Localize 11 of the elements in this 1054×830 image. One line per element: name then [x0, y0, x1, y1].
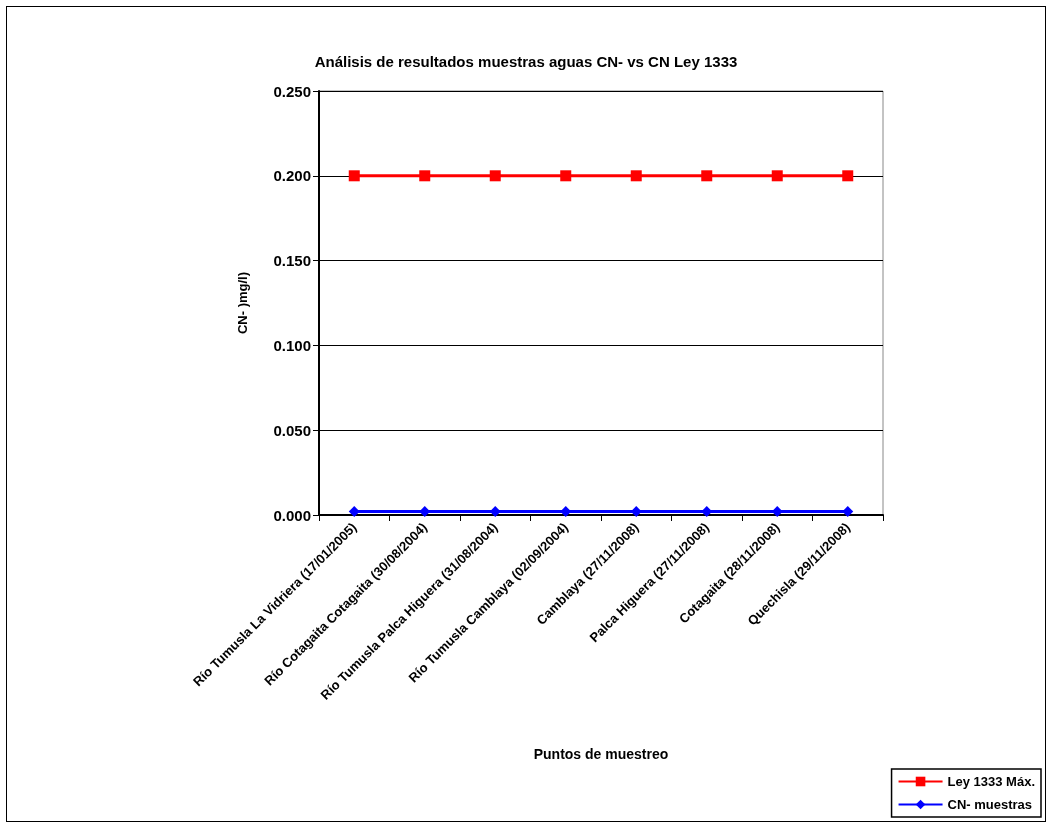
y-tick-label: 0.150 — [273, 252, 311, 270]
y-tick-label: 0.050 — [273, 421, 311, 439]
legend-label: CN- muestras — [947, 797, 1033, 812]
legend-label: Ley 1333 Máx. — [947, 774, 1036, 789]
y-axis-title: CN- )mg/l) — [235, 271, 250, 335]
y-tick-label: 0.250 — [273, 82, 311, 100]
y-tick-label: 0.000 — [273, 506, 311, 524]
x-axis-title: Puntos de muestreo — [533, 746, 669, 762]
chart-title: Análisis de resultados muestras aguas CN- vs CN Ley 1333 — [314, 53, 738, 70]
y-tick-label: 0.100 — [273, 336, 311, 354]
y-tick-label: 0.200 — [273, 167, 311, 185]
